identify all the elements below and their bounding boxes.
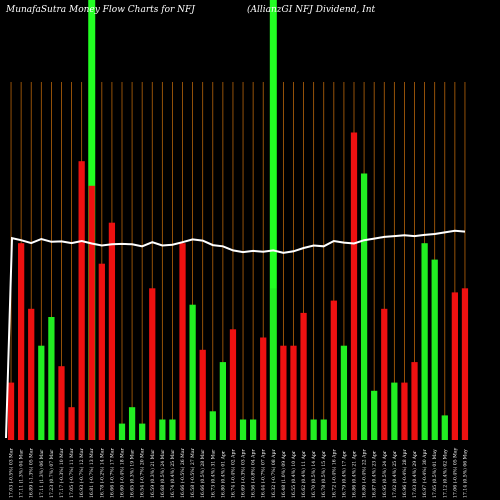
bar bbox=[280, 345, 287, 440]
bar bbox=[169, 419, 176, 440]
bar bbox=[209, 411, 216, 440]
x-tick-label: 16.74 (0.4%) 25 Mar bbox=[169, 449, 176, 498]
bar bbox=[28, 308, 35, 440]
bar bbox=[431, 259, 438, 440]
bar bbox=[270, 288, 277, 440]
x-tick-label: 16.97 (-0.4%) 30 Apr bbox=[421, 449, 428, 498]
bar bbox=[441, 415, 448, 440]
x-tick-label: 16.54 (-0.7%) 20 Mar bbox=[139, 447, 146, 498]
bar bbox=[7, 382, 15, 440]
x-tick-label: 17.12 (0.4%) 02 May bbox=[441, 449, 448, 498]
x-tick-label: 16.68 (0.5%) 24 Mar bbox=[159, 449, 166, 498]
bar bbox=[78, 161, 85, 440]
x-tick-label: 16.73 (0.4%) 31 Mar bbox=[209, 449, 216, 498]
highlight-band bbox=[269, 0, 277, 440]
x-tick-label: 16.55 (0.4%) 10 Apr bbox=[290, 450, 297, 498]
bar bbox=[360, 173, 368, 440]
bar bbox=[219, 362, 226, 440]
bar bbox=[310, 419, 317, 440]
x-tick-label: 16.44 (-0.7%) 07 Apr bbox=[260, 449, 267, 498]
bar bbox=[371, 390, 378, 440]
x-tick-label: 16.81 (-0.7%) 13 Mar bbox=[88, 447, 95, 498]
bar bbox=[300, 312, 307, 440]
bar bbox=[108, 222, 116, 440]
x-tick-label: 16.70 (0.5%) 14 Apr bbox=[310, 450, 317, 498]
bar bbox=[159, 419, 166, 440]
x-tick-label: 16.79 (0.4%) 17 Apr bbox=[340, 450, 347, 498]
x-tick-label: 16.74 (-0.4%) 02 Apr bbox=[230, 449, 237, 498]
x-tick-label: 17.17 (-0.3%) 10 Mar bbox=[58, 447, 65, 498]
chart-title-right: (AllianzGI NFJ Dividend, Int bbox=[247, 4, 376, 15]
x-tick-label: 17.03 (0.4%) 29 Apr bbox=[411, 450, 418, 498]
x-tick-label: 16.80 (0.4%) 01 Apr bbox=[219, 450, 226, 498]
bar bbox=[350, 132, 358, 440]
x-tick-label: 17.05 (0.5%) 01 May bbox=[431, 449, 438, 498]
bar bbox=[290, 345, 297, 440]
bar bbox=[401, 382, 408, 440]
x-tick-label: 16.66 (0.5%) 28 Mar bbox=[199, 449, 206, 498]
bar bbox=[118, 423, 126, 440]
x-tick-label: 17.02 (0.4%) 25 Apr bbox=[391, 450, 398, 498]
x-tick-label: 16.60 (-0.4%) 18 Mar bbox=[119, 447, 126, 498]
bar bbox=[98, 263, 105, 440]
x-tick-label: 16.65 (0.3%) 19 Mar bbox=[129, 449, 136, 498]
bar bbox=[199, 349, 206, 440]
x-tick-label: 17.06 (-0.4%) 05 May bbox=[451, 447, 458, 498]
money-flow-line bbox=[5, 229, 466, 439]
bar bbox=[260, 337, 267, 440]
bar bbox=[48, 317, 55, 440]
bar bbox=[239, 419, 247, 440]
bar bbox=[451, 292, 458, 440]
x-tick-label: 16.87 (0.4%) 23 Apr bbox=[371, 450, 378, 498]
x-tick-label: 16.62 (0.4%) 11 Apr bbox=[300, 450, 307, 498]
bar bbox=[58, 366, 65, 440]
bar bbox=[229, 329, 237, 440]
x-tick-label: 16.80 (-0.4%) 22 Apr bbox=[361, 449, 368, 498]
bar bbox=[38, 345, 45, 440]
bar bbox=[340, 345, 348, 440]
x-tick-label: 16.78 (-0.2%) 14 Mar bbox=[98, 447, 105, 498]
chart-title-left: MunafaSutra Money Flow Charts for NFJ bbox=[5, 5, 196, 15]
x-tick-label: 16.48 (1.0%) 09 Apr bbox=[280, 450, 287, 498]
x-tick-label: 16.69 (-0.3%) 03 Apr bbox=[240, 449, 247, 498]
bar bbox=[88, 185, 95, 440]
x-tick-label: 16.89 (-1.3%) 05 Mar bbox=[28, 447, 35, 498]
x-tick-label: 17.14 (0.5%) 06 May bbox=[462, 449, 469, 498]
x-tick-labels: 17.03 (-0.5%) 03 Mar 17.11 (1.3%) 04 Mar 1… bbox=[8, 447, 469, 498]
bar bbox=[411, 362, 418, 440]
x-tick-label: 17.03 (-0.5%) 03 Mar bbox=[8, 447, 15, 498]
x-tick-label: 17.11 (1.3%) 06 Mar bbox=[38, 449, 45, 498]
bar bbox=[189, 304, 196, 440]
x-tick-label: 16.66 (-0.5%) 26 Mar bbox=[179, 447, 186, 498]
bar bbox=[128, 407, 136, 440]
x-tick-label: 16.86 (0.4%) 21 Apr bbox=[351, 450, 358, 498]
x-tick-label: 16.95 (0.5%) 24 Apr bbox=[381, 450, 388, 498]
x-tick-label: 16.78 (0.5%) 15 Apr bbox=[320, 450, 327, 498]
bar bbox=[320, 419, 327, 440]
bar-series bbox=[7, 132, 469, 440]
bar bbox=[250, 419, 257, 440]
bar bbox=[179, 243, 186, 440]
x-tick-label: 16.59 (0.3%) 21 Mar bbox=[149, 449, 156, 498]
x-tick-label: 16.96 (-0.4%) 28 Apr bbox=[401, 449, 408, 498]
bar bbox=[18, 243, 25, 440]
x-tick-label: 16.93 (-0.7%) 12 Mar bbox=[78, 447, 85, 498]
bar bbox=[381, 308, 388, 440]
bar bbox=[68, 407, 75, 440]
x-tick-label: 16.66 (-0.7%) 17 Mar bbox=[108, 447, 115, 498]
x-tick-label: 17.23 (0.7%) 07 Mar bbox=[48, 449, 55, 498]
x-tick-label: 16.58 (-0.5%) 27 Mar bbox=[189, 447, 196, 498]
x-tick-label: 16.56 (-0.8%) 04 Apr bbox=[250, 449, 257, 498]
bar bbox=[421, 243, 428, 440]
bar bbox=[391, 382, 398, 440]
x-tick-label: 16.32 (-0.7%) 08 Apr bbox=[270, 449, 277, 498]
bar bbox=[461, 288, 469, 440]
bar bbox=[139, 423, 146, 440]
bar bbox=[149, 288, 156, 440]
bar bbox=[330, 300, 337, 440]
x-tick-label: 16.72 (-0.4%) 16 Apr bbox=[330, 449, 337, 498]
x-tick-label: 17.11 (1.3%) 04 Mar bbox=[18, 449, 25, 498]
x-tick-label: 17.05 (-0.7%) 11 Mar bbox=[68, 447, 75, 498]
